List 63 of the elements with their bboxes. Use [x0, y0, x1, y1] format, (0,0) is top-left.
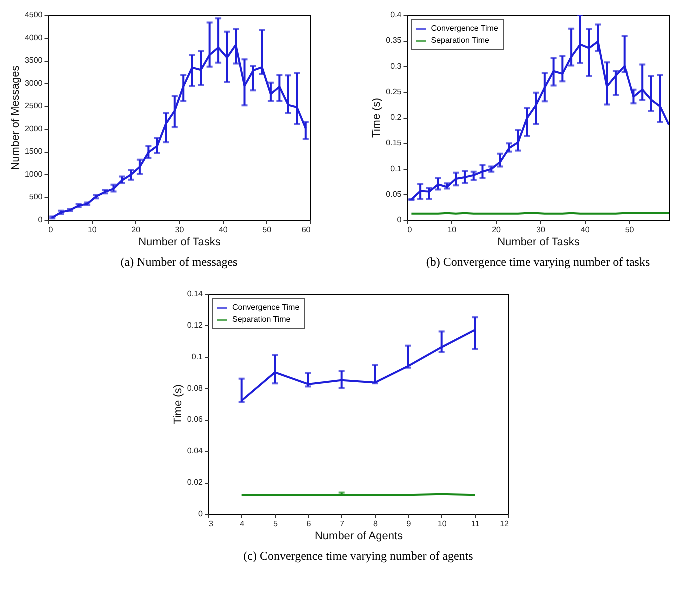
legend-label: Separation Time — [431, 36, 490, 45]
legend-label: Separation Time — [232, 315, 292, 324]
x-tick-label: 6 — [306, 520, 312, 528]
x-tick-label: 5 — [273, 520, 278, 528]
x-tick-label: 8 — [373, 520, 378, 528]
x-tick-label: 20 — [132, 226, 142, 234]
y-tick-label: 0.35 — [386, 36, 402, 46]
x-tick-label: 20 — [492, 226, 502, 234]
y-tick-label: 0.02 — [187, 478, 204, 488]
y-tick-label: 0.1 — [192, 352, 204, 362]
y-tick-label: 0 — [397, 216, 402, 224]
x-tick-label: 10 — [448, 226, 458, 234]
y-tick-label: 2000 — [24, 124, 44, 134]
y-tick-label: 0.14 — [187, 290, 204, 298]
x-tick-label: 40 — [580, 226, 590, 234]
y-tick-label: 4000 — [24, 33, 44, 42]
text: (c) Convergence time varying number of agents — [244, 549, 474, 563]
y-tick-label: 0.25 — [386, 87, 402, 96]
x-axis-title: Number of Tasks — [138, 236, 222, 248]
legend-label: Convergence Time — [431, 24, 499, 33]
y-tick-label: 2500 — [24, 102, 44, 111]
y-axis-title: Time (s) — [172, 384, 184, 424]
y-tick-label: 0.12 — [187, 320, 204, 330]
y-tick-label: 3500 — [24, 56, 44, 66]
x-tick-label: 50 — [262, 226, 272, 234]
y-tick-label: 0.06 — [187, 415, 204, 424]
y-tick-label: 0.2 — [390, 113, 402, 122]
x-tick-label: 11 — [472, 520, 480, 528]
x-axis-title: Number of Agents — [314, 530, 404, 542]
y-tick-label: 0 — [198, 510, 204, 518]
x-tick-label: 40 — [218, 226, 228, 234]
y-tick-label: 0.04 — [187, 446, 204, 456]
y-tick-label: 3000 — [24, 78, 44, 88]
text: (b) Convergence time varying number of tasks — [426, 255, 650, 269]
x-tick-label: 7 — [340, 520, 346, 528]
y-tick-label: 4500 — [24, 10, 44, 20]
x-tick-label: 0 — [408, 226, 413, 234]
x-tick-label: 4 — [240, 520, 246, 528]
x-tick-label: 50 — [625, 226, 635, 234]
x-tick-label: 3 — [209, 520, 214, 528]
y-tick-label: 1500 — [24, 147, 44, 156]
y-tick-label: 0.4 — [390, 10, 402, 20]
text: (a) Number of messages — [120, 255, 238, 269]
y-tick-label: 500 — [29, 192, 44, 202]
y-tick-label: 0.05 — [386, 190, 402, 199]
legend-label: Convergence Time — [232, 303, 300, 312]
x-axis-title: Number of Tasks — [498, 236, 580, 248]
x-tick-label: 30 — [536, 226, 546, 234]
x-tick-label: 12 — [500, 520, 510, 528]
y-tick-label: 1000 — [24, 170, 44, 179]
x-tick-label: 30 — [175, 226, 185, 234]
y-tick-label: 0.15 — [386, 138, 402, 148]
y-tick-label: 0.1 — [390, 164, 402, 174]
y-tick-label: 0.08 — [187, 384, 204, 393]
y-tick-label: 0 — [38, 216, 44, 224]
y-axis-title: Number of Messages — [10, 65, 22, 170]
x-tick-label: 0 — [48, 226, 54, 234]
x-tick-label: 60 — [302, 226, 312, 234]
x-tick-label: 9 — [406, 520, 412, 528]
y-tick-label: 0.3 — [390, 62, 402, 71]
x-tick-label: 10 — [88, 226, 98, 234]
x-tick-label: 10 — [438, 520, 448, 528]
y-axis-title: Time (s) — [371, 98, 384, 138]
